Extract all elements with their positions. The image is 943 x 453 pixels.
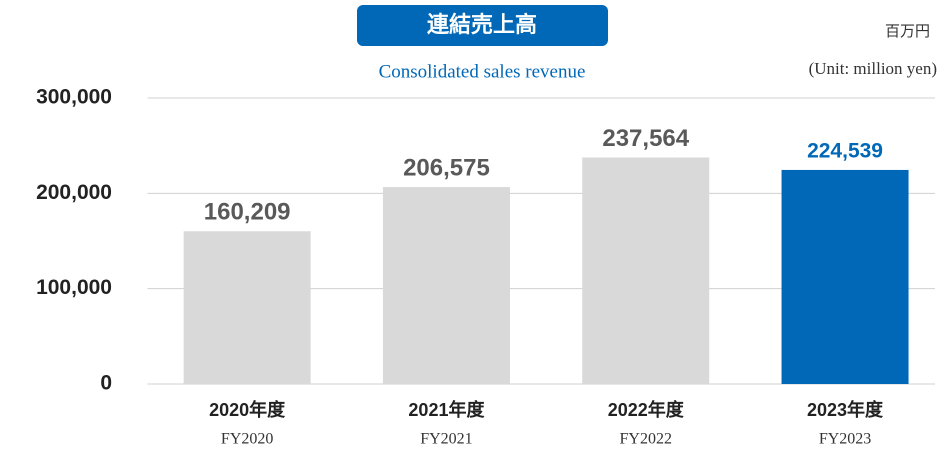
- y-tick-label: 300,000: [36, 86, 112, 109]
- x-tick-label: 2020年度: [209, 399, 286, 420]
- x-tick-label-en: FY2020: [221, 431, 273, 448]
- bar: [582, 157, 710, 384]
- y-tick-label: 200,000: [36, 181, 112, 204]
- y-tick-label: 0: [100, 372, 112, 395]
- data-label: 237,564: [602, 125, 689, 152]
- x-tick-label-en: FY2023: [819, 431, 871, 448]
- unit-label-en: (Unit: million yen): [809, 59, 937, 78]
- x-tick-label: 2022年度: [608, 399, 685, 420]
- bar: [382, 187, 510, 384]
- x-tick-label-en: FY2022: [620, 431, 672, 448]
- bar: [781, 169, 909, 384]
- data-label: 224,539: [807, 139, 883, 162]
- data-label: 206,575: [403, 154, 490, 181]
- chart-subtitle: Consolidated sales revenue: [379, 61, 586, 82]
- bar: [183, 231, 311, 384]
- title-box: [357, 5, 608, 46]
- unit-label: 百万円: [885, 23, 930, 40]
- x-tick-label: 2023年度: [807, 399, 884, 420]
- x-tick-label: 2021年度: [408, 399, 485, 420]
- chart-title: 連結売上高: [427, 12, 537, 37]
- x-tick-label-en: FY2021: [420, 431, 472, 448]
- data-label: 160,209: [204, 199, 291, 226]
- y-tick-label: 100,000: [36, 276, 112, 299]
